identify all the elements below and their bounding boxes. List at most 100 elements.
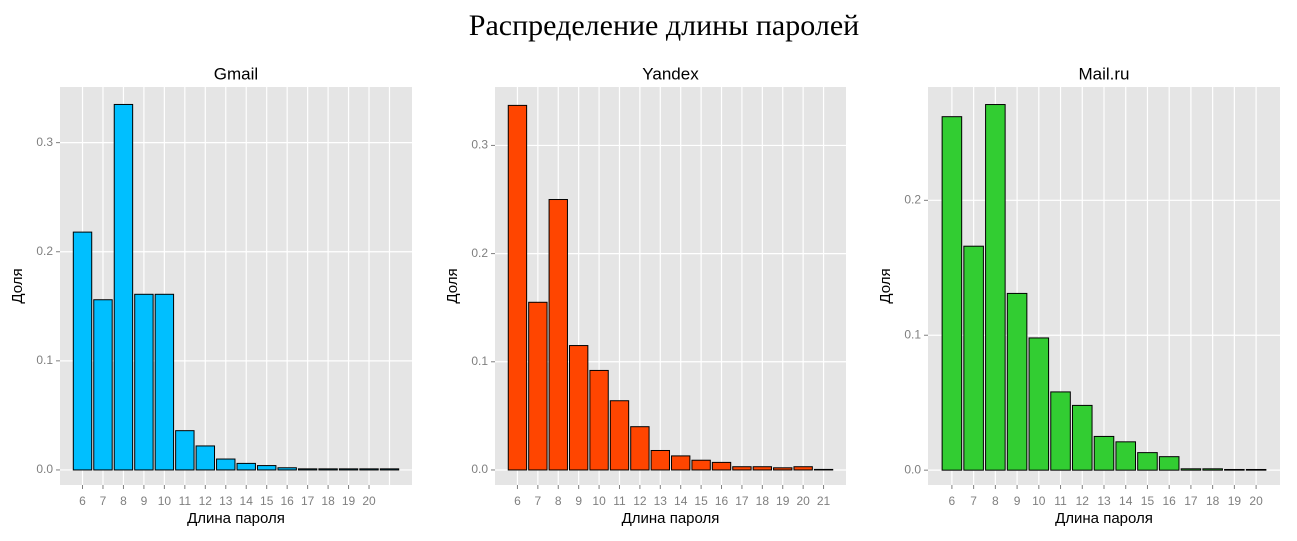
x-tick-label: 10 (158, 494, 172, 508)
x-tick-label: 18 (1206, 494, 1220, 508)
y-tick-label: 0.2 (36, 244, 53, 258)
bar (216, 458, 236, 471)
y-tick-label: 0.0 (471, 462, 488, 476)
bar (1071, 404, 1093, 471)
x-tick-label: 15 (260, 494, 274, 508)
x-tick-label: 13 (1097, 494, 1111, 508)
x-tick-label: 10 (592, 494, 606, 508)
x-tick-label: 20 (1249, 494, 1263, 508)
x-tick-label: 14 (1119, 494, 1133, 508)
x-tick-label: 7 (535, 494, 542, 508)
bar (318, 468, 338, 471)
x-tick-label: 9 (1014, 494, 1021, 508)
x-tick-label: 7 (970, 494, 977, 508)
bar (773, 467, 793, 471)
y-tick-label: 0.1 (904, 327, 921, 341)
bar (359, 468, 379, 471)
bar (568, 345, 589, 471)
bar (507, 104, 528, 471)
bar (72, 231, 93, 471)
x-tick-label: 11 (613, 494, 626, 508)
bar (154, 293, 175, 471)
bar (1028, 337, 1050, 471)
x-axis-label: Длина пароля (1055, 510, 1153, 527)
bar (732, 466, 752, 471)
y-axis-label: Доля (877, 268, 894, 303)
bar (93, 299, 113, 471)
bar (941, 116, 963, 471)
bar (1180, 468, 1202, 471)
bar (548, 199, 568, 471)
x-tick-label: 12 (199, 494, 213, 508)
x-axis-label: Длина пароля (622, 510, 720, 527)
y-tick-label: 0.1 (36, 353, 53, 367)
x-tick-label: 6 (514, 494, 521, 508)
x-tick-label: 11 (1054, 494, 1067, 508)
x-tick-label: 16 (1163, 494, 1177, 508)
panel-title: Mail.ru (1078, 64, 1129, 83)
bar (793, 466, 813, 471)
y-tick-label: 0.0 (904, 462, 921, 476)
bar (113, 103, 134, 471)
plot-background (495, 87, 846, 485)
bar (195, 445, 216, 471)
bar (1158, 456, 1180, 471)
x-tick-label: 10 (1032, 494, 1046, 508)
x-tick-label: 8 (992, 494, 999, 508)
bar (963, 245, 984, 471)
bar (1093, 435, 1115, 471)
bar (1202, 468, 1223, 471)
x-tick-label: 19 (776, 494, 790, 508)
bar (671, 455, 691, 471)
x-tick-label: 14 (240, 494, 254, 508)
x-tick-label: 17 (1184, 494, 1198, 508)
bar (297, 468, 318, 471)
bar (1050, 391, 1071, 471)
bar (1224, 468, 1245, 471)
bar (711, 461, 732, 471)
x-tick-label: 20 (796, 494, 810, 508)
bar (691, 459, 711, 471)
x-tick-label: 15 (1141, 494, 1155, 508)
x-tick-label: 6 (949, 494, 956, 508)
bar (609, 400, 630, 471)
x-tick-label: 18 (756, 494, 770, 508)
x-tick-label: 18 (321, 494, 335, 508)
bar (1115, 441, 1137, 471)
y-axis-label: Доля (444, 268, 461, 303)
x-tick-label: 9 (575, 494, 582, 508)
x-tick-label: 13 (219, 494, 233, 508)
page-title: Распределение длины паролей (469, 9, 859, 42)
bar (379, 468, 400, 471)
x-tick-label: 21 (817, 494, 831, 508)
y-axis-label: Доля (9, 268, 26, 303)
x-tick-label: 11 (179, 494, 192, 508)
bar (630, 426, 650, 471)
x-tick-label: 14 (674, 494, 688, 508)
y-tick-label: 0.1 (471, 354, 488, 368)
y-tick-label: 0.3 (471, 138, 488, 152)
bar (338, 468, 359, 471)
x-tick-label: 19 (1228, 494, 1242, 508)
x-tick-label: 7 (100, 494, 107, 508)
bar (528, 301, 548, 471)
bar (1006, 292, 1028, 471)
y-tick-label: 0.0 (36, 462, 53, 476)
x-tick-label: 6 (79, 494, 86, 508)
bar (589, 369, 609, 471)
bar (134, 293, 154, 471)
x-tick-label: 8 (555, 494, 562, 508)
x-tick-label: 8 (120, 494, 127, 508)
bar (236, 462, 256, 471)
panel-title: Yandex (642, 64, 699, 83)
x-axis-label: Длина пароля (187, 510, 285, 527)
bar (813, 468, 834, 471)
bar (752, 466, 773, 471)
x-tick-label: 20 (362, 494, 376, 508)
x-tick-label: 9 (141, 494, 148, 508)
bar (1137, 452, 1158, 471)
y-tick-label: 0.3 (36, 135, 53, 149)
bar (650, 449, 670, 471)
panel-title: Gmail (214, 64, 258, 83)
